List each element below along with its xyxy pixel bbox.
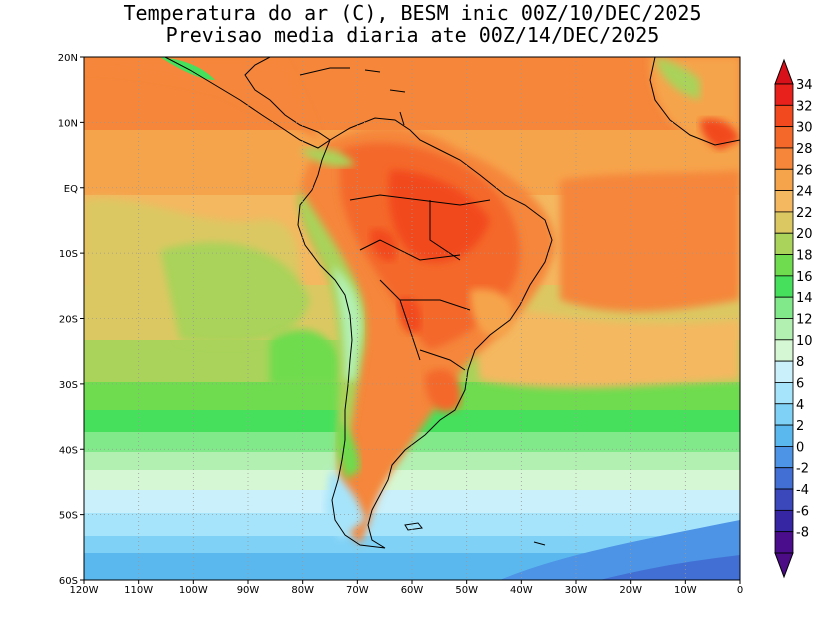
colorbar-swatch	[774, 254, 794, 277]
south-america-coast	[297, 117, 553, 549]
colorbar-label: 24	[796, 185, 813, 200]
colorbar-swatch	[774, 403, 794, 426]
lon-tick-label: 90W	[237, 585, 260, 596]
colorbar-swatch	[774, 509, 794, 533]
lat-tick-label: 40S	[59, 445, 78, 456]
colorbar-label: 10	[796, 334, 813, 349]
lon-tick-label: 50W	[455, 585, 478, 596]
colorbar-label: 30	[796, 121, 813, 136]
colorbar-swatch	[774, 296, 794, 319]
africa-coast	[649, 57, 740, 146]
colorbar-label: -2	[796, 462, 809, 477]
colorbar-swatch	[774, 488, 794, 511]
colorbar-swatch	[774, 168, 794, 191]
colorbar-swatch	[774, 339, 794, 362]
colorbar-label: 12	[796, 313, 813, 328]
colorbar-swatch	[774, 232, 794, 255]
lon-tick-label: 100W	[179, 585, 208, 596]
lat-tick-label: 20N	[58, 53, 78, 64]
colorbar-swatch	[774, 104, 794, 128]
map-title-line1: Temperatura do ar (C), BESM inic 00Z/10/…	[123, 1, 702, 25]
colorbar-label: 34	[796, 78, 813, 93]
graticule	[84, 57, 740, 580]
colorbar-swatch	[774, 446, 794, 469]
colorbar-label: -8	[796, 526, 809, 541]
colorbar-swatch	[774, 275, 794, 298]
colorbar-label: 26	[796, 163, 813, 178]
colorbar-label: 8	[796, 355, 804, 370]
lat-tick-label: 10N	[58, 118, 78, 129]
lon-tick-label: 110W	[124, 585, 153, 596]
lat-tick-label: 10S	[59, 249, 78, 260]
lat-tick-label: 20S	[59, 315, 78, 326]
lon-tick-label: 70W	[346, 585, 369, 596]
colorbar-swatch	[774, 211, 794, 234]
colorbar-swatch	[774, 318, 794, 341]
caribbean-islands	[299, 67, 406, 126]
colorbar-swatch	[774, 382, 794, 405]
lat-tick-label: 30S	[59, 380, 78, 391]
colorbar-label: 4	[796, 398, 804, 413]
colorbar-label: 6	[796, 376, 804, 391]
colorbar-swatch	[774, 531, 794, 554]
colorbar-label: 18	[796, 249, 813, 264]
colorbar-swatch	[774, 83, 794, 106]
colorbar-swatch	[774, 126, 794, 149]
colorbar-label: 32	[796, 99, 813, 114]
lon-tick-label: 10W	[674, 585, 697, 596]
central-america-coast	[164, 57, 331, 149]
colorbar-label: 16	[796, 270, 813, 285]
colorbar-label: 2	[796, 419, 804, 434]
colorbar-label: 28	[796, 142, 813, 157]
colorbar-swatch	[774, 360, 794, 383]
colorbar-swatch	[774, 147, 794, 170]
lon-tick-label: 30W	[565, 585, 588, 596]
map-title-line2: Previsao media diaria ate 00Z/14/DEC/202…	[165, 23, 660, 47]
colorbar-bottom-arrow	[774, 552, 794, 579]
lat-tick-label: 50S	[59, 511, 78, 522]
colorbar-swatch	[774, 424, 794, 447]
lon-tick-label: 40W	[510, 585, 533, 596]
lon-tick-label: 120W	[70, 585, 99, 596]
falklands	[404, 522, 423, 531]
lon-tick-label: 60W	[401, 585, 424, 596]
lat-tick-label: 60S	[59, 576, 78, 587]
colorbar-label: 20	[796, 227, 813, 242]
lon-tick-label: 0	[737, 585, 743, 596]
colorbar-label: 22	[796, 206, 813, 221]
lon-tick-label: 20W	[619, 585, 642, 596]
colorbar-label: -4	[796, 483, 809, 498]
internal-borders	[349, 194, 491, 371]
south-georgia	[533, 541, 546, 546]
colorbar-label: -6	[796, 504, 809, 519]
coastlines	[164, 57, 740, 549]
colorbar-swatch	[774, 190, 794, 213]
colorbar-top-arrow	[774, 58, 794, 85]
lon-tick-label: 80W	[291, 585, 314, 596]
colorbar-swatch	[774, 467, 794, 490]
lat-tick-label: EQ	[64, 184, 78, 195]
colorbar-label: 0	[796, 440, 804, 455]
colorbar-label: 14	[796, 291, 813, 306]
